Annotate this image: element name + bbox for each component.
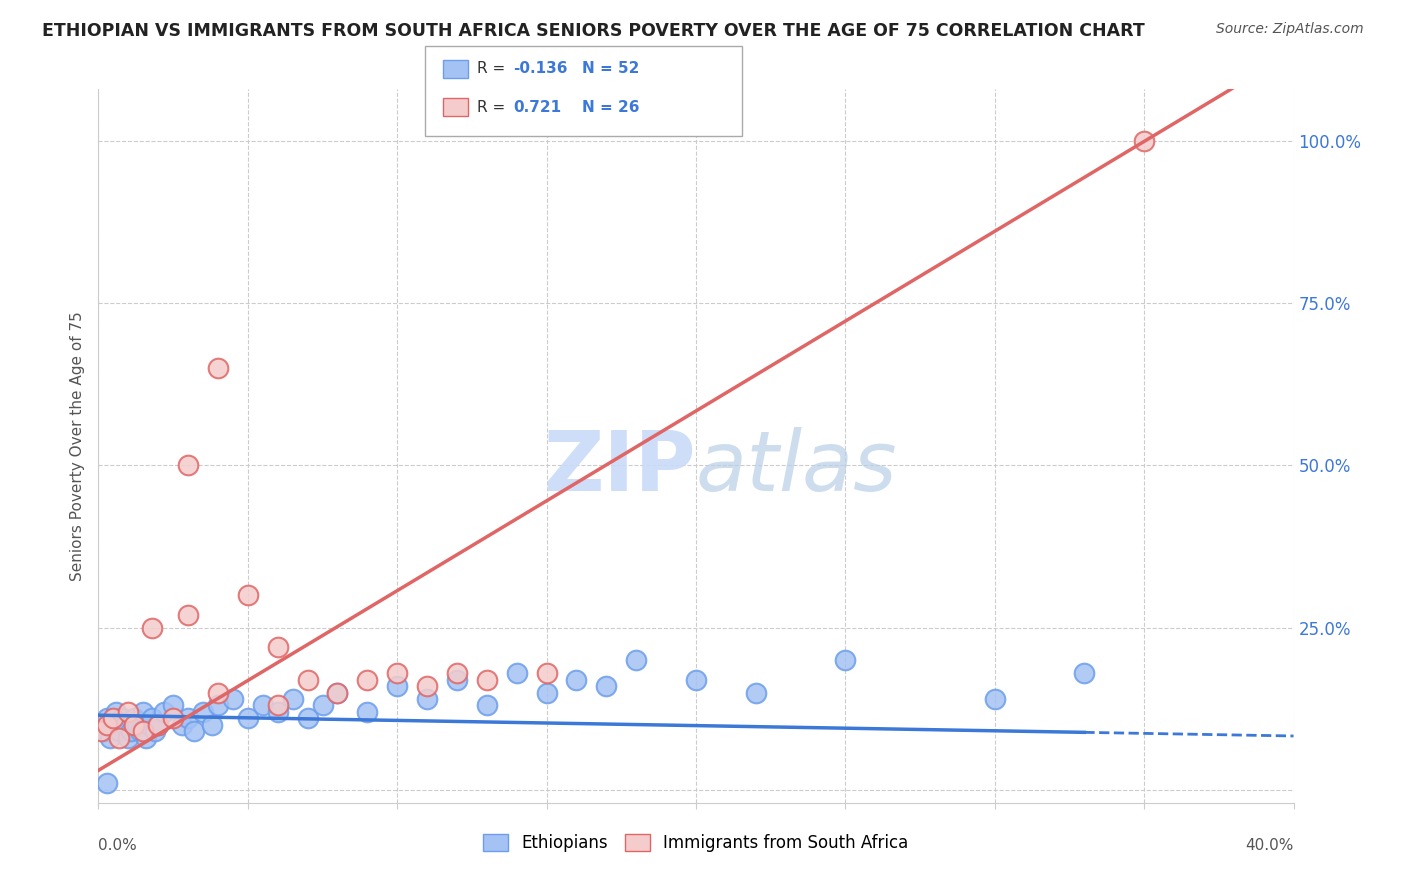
- Point: [326, 685, 349, 699]
- Point: [356, 705, 378, 719]
- Point: [129, 724, 152, 739]
- Point: [267, 640, 290, 654]
- Point: [177, 711, 200, 725]
- Point: [207, 685, 229, 699]
- Point: [416, 679, 439, 693]
- Point: [162, 711, 184, 725]
- Point: [98, 731, 122, 745]
- Point: [536, 666, 558, 681]
- Point: [475, 698, 498, 713]
- Point: [90, 724, 112, 739]
- Point: [385, 666, 409, 681]
- Text: atlas: atlas: [696, 427, 897, 508]
- Point: [207, 361, 229, 376]
- Point: [207, 698, 229, 713]
- Text: 0.721: 0.721: [513, 100, 561, 114]
- Text: ZIP: ZIP: [544, 427, 696, 508]
- Point: [124, 718, 146, 732]
- Point: [281, 692, 304, 706]
- Point: [177, 458, 200, 473]
- Point: [267, 698, 290, 713]
- Text: 40.0%: 40.0%: [1246, 838, 1294, 854]
- Text: 0.0%: 0.0%: [98, 838, 138, 854]
- Point: [356, 673, 378, 687]
- Point: [93, 724, 115, 739]
- Point: [385, 679, 409, 693]
- Point: [252, 698, 274, 713]
- Point: [103, 711, 125, 725]
- Point: [108, 731, 131, 745]
- Point: [834, 653, 856, 667]
- Point: [506, 666, 529, 681]
- Point: [172, 718, 194, 732]
- Point: [984, 692, 1007, 706]
- Point: [124, 711, 146, 725]
- Point: [117, 705, 139, 719]
- Point: [326, 685, 349, 699]
- Y-axis label: Seniors Poverty Over the Age of 75: Seniors Poverty Over the Age of 75: [69, 311, 84, 581]
- Point: [141, 711, 163, 725]
- Point: [148, 718, 170, 732]
- Point: [416, 692, 439, 706]
- Point: [138, 718, 160, 732]
- Point: [446, 666, 468, 681]
- Point: [103, 718, 125, 732]
- Point: [222, 692, 245, 706]
- Point: [311, 698, 333, 713]
- Point: [685, 673, 707, 687]
- Point: [565, 673, 588, 687]
- Point: [117, 731, 139, 745]
- Point: [141, 621, 163, 635]
- Point: [1133, 134, 1156, 148]
- Point: [177, 607, 200, 622]
- Point: [162, 698, 184, 713]
- Point: [135, 731, 157, 745]
- Text: -0.136: -0.136: [513, 62, 568, 76]
- Point: [191, 705, 214, 719]
- Point: [595, 679, 617, 693]
- Text: ETHIOPIAN VS IMMIGRANTS FROM SOUTH AFRICA SENIORS POVERTY OVER THE AGE OF 75 COR: ETHIOPIAN VS IMMIGRANTS FROM SOUTH AFRIC…: [42, 22, 1144, 40]
- Point: [120, 724, 142, 739]
- Point: [96, 718, 118, 732]
- Point: [132, 724, 155, 739]
- Point: [143, 724, 166, 739]
- Point: [96, 711, 118, 725]
- Point: [127, 718, 149, 732]
- Point: [90, 718, 112, 732]
- Point: [96, 776, 118, 790]
- Point: [536, 685, 558, 699]
- Point: [111, 711, 134, 725]
- Text: R =: R =: [477, 62, 510, 76]
- Legend: Ethiopians, Immigrants from South Africa: Ethiopians, Immigrants from South Africa: [477, 827, 915, 859]
- Point: [153, 705, 176, 719]
- Point: [201, 718, 224, 732]
- Point: [183, 724, 205, 739]
- Point: [267, 705, 290, 719]
- Point: [626, 653, 648, 667]
- Point: [114, 718, 136, 732]
- Point: [446, 673, 468, 687]
- Text: R =: R =: [477, 100, 510, 114]
- Text: N = 52: N = 52: [582, 62, 640, 76]
- Point: [236, 711, 259, 725]
- Point: [236, 588, 259, 602]
- Point: [105, 705, 128, 719]
- Point: [297, 711, 319, 725]
- Point: [108, 724, 131, 739]
- Point: [1073, 666, 1095, 681]
- Point: [745, 685, 768, 699]
- Point: [148, 718, 170, 732]
- Point: [297, 673, 319, 687]
- Point: [132, 705, 155, 719]
- Text: Source: ZipAtlas.com: Source: ZipAtlas.com: [1216, 22, 1364, 37]
- Point: [475, 673, 498, 687]
- Text: N = 26: N = 26: [582, 100, 640, 114]
